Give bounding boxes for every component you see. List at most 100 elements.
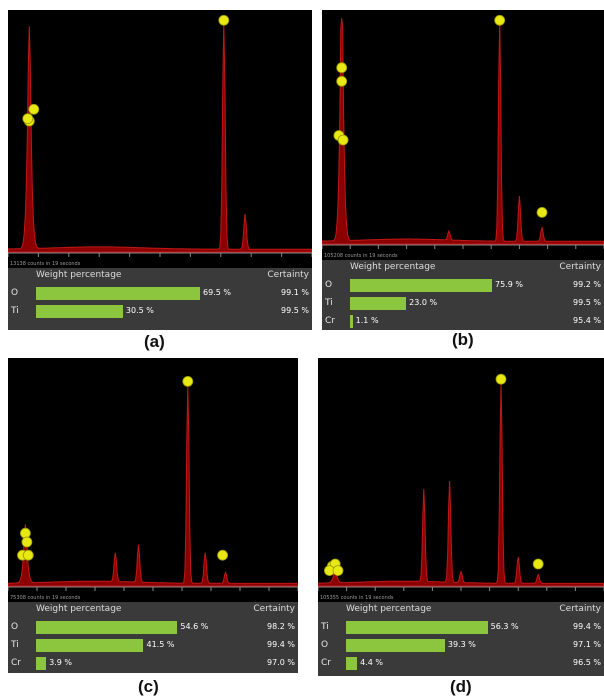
peak-label-marker bbox=[19, 527, 31, 539]
weight-value: 39.3 % bbox=[447, 640, 476, 649]
composition-table-b: Weight percentage Certainty O 75.9 % 99.2 % T… bbox=[322, 260, 604, 330]
peak-label-marker bbox=[336, 75, 348, 87]
weight-value: 30.5 % bbox=[125, 306, 154, 315]
weight-bar bbox=[346, 657, 358, 670]
certainty-value: 99.5 % bbox=[281, 306, 309, 315]
element-symbol: Ti bbox=[321, 622, 329, 632]
peak-label-marker bbox=[22, 113, 34, 124]
weight-percentage-header: Weight percentage bbox=[346, 604, 432, 614]
panel-a: 13138 counts in 19 seconds Weight percen… bbox=[8, 10, 312, 330]
table-header: Weight percentage Certainty bbox=[322, 260, 604, 277]
weight-value: 3.9 % bbox=[49, 658, 72, 667]
certainty-value: 96.5 % bbox=[573, 658, 601, 667]
weight-value: 69.5 % bbox=[203, 288, 231, 297]
spectrum-area bbox=[8, 22, 312, 253]
table-row: O 54.6 % 98.2 % bbox=[8, 619, 298, 636]
peak-label-marker bbox=[332, 565, 344, 577]
table-row: Cr 4.4 % 96.5 % bbox=[318, 655, 604, 672]
peak-label-marker bbox=[182, 375, 194, 387]
table-row: Cr 3.9 % 97.0 % bbox=[8, 655, 298, 672]
weight-bar bbox=[346, 621, 488, 634]
spectrum-area bbox=[322, 17, 604, 245]
element-symbol: Ti bbox=[325, 298, 333, 308]
element-symbol: Cr bbox=[321, 658, 331, 668]
peak-label-marker bbox=[337, 134, 349, 146]
certainty-header: Certainty bbox=[267, 270, 309, 280]
peak-label-marker bbox=[494, 14, 506, 26]
spectrum-svg-a: 13138 counts in 19 seconds bbox=[8, 14, 312, 267]
caption-c: (c) bbox=[138, 677, 159, 696]
spectrum-plot-c: 75308 counts in 19 seconds bbox=[8, 358, 298, 602]
peak-label-marker bbox=[22, 549, 34, 561]
peak-label-marker bbox=[218, 14, 230, 26]
certainty-value: 99.5 % bbox=[573, 298, 601, 307]
weight-percentage-header: Weight percentage bbox=[36, 270, 122, 280]
certainty-value: 95.4 % bbox=[573, 316, 601, 325]
weight-value: 1.1 % bbox=[355, 316, 379, 325]
weight-value: 41.5 % bbox=[146, 640, 175, 649]
count-note: 13138 counts in 19 seconds bbox=[10, 261, 81, 267]
spectrum-area bbox=[8, 385, 298, 587]
weight-bar bbox=[350, 315, 353, 328]
table-header: Weight percentage Certainty bbox=[318, 602, 604, 619]
element-symbol: Ti bbox=[11, 306, 19, 316]
composition-table-a: Weight percentage Certainty O 69.5 % 99.1 % T… bbox=[8, 268, 312, 330]
peak-label-marker bbox=[217, 549, 229, 561]
weight-bar bbox=[36, 657, 47, 670]
count-note: 75308 counts in 19 seconds bbox=[10, 595, 81, 601]
weight-bar bbox=[350, 297, 407, 310]
weight-bar bbox=[346, 639, 445, 652]
composition-table-d: Weight percentage Certainty Ti 56.3 % 99.4 %… bbox=[318, 602, 604, 676]
weight-value: 56.3 % bbox=[490, 622, 519, 631]
peak-label-marker bbox=[28, 103, 40, 115]
element-symbol: Ti bbox=[11, 640, 19, 650]
spectrum-plot-a: 13138 counts in 19 seconds bbox=[8, 10, 312, 268]
weight-value: 23.0 % bbox=[409, 298, 438, 307]
table-header: Weight percentage Certainty bbox=[8, 268, 312, 285]
certainty-header: Certainty bbox=[253, 604, 295, 614]
peak-label-marker bbox=[536, 206, 548, 218]
element-symbol: O bbox=[321, 640, 329, 650]
certainty-value: 99.4 % bbox=[573, 622, 601, 631]
panel-b: 105208 counts in 19 seconds Weight perce… bbox=[322, 10, 604, 330]
spectrum-svg-d: 105355 counts in 19 seconds bbox=[318, 373, 604, 601]
spectrum-svg-b: 105208 counts in 19 seconds bbox=[322, 14, 604, 259]
spectrum-plot-d: 105355 counts in 19 seconds bbox=[318, 358, 604, 602]
caption-a: (a) bbox=[144, 332, 165, 351]
table-row: Ti 41.5 % 99.4 % bbox=[8, 637, 298, 654]
weight-value: 4.4 % bbox=[360, 658, 383, 667]
certainty-value: 97.0 % bbox=[267, 658, 295, 667]
weight-bar bbox=[36, 305, 123, 318]
element-symbol: O bbox=[11, 622, 19, 632]
caption-d: (d) bbox=[450, 677, 472, 696]
table-row: O 69.5 % 99.1 % bbox=[8, 285, 312, 302]
caption-b: (b) bbox=[452, 330, 474, 349]
weight-percentage-header: Weight percentage bbox=[350, 262, 436, 272]
certainty-value: 99.1 % bbox=[281, 288, 309, 297]
table-row: Cr 1.1 % 95.4 % bbox=[322, 313, 604, 330]
certainty-value: 99.4 % bbox=[267, 640, 295, 649]
table-row: Ti 56.3 % 99.4 % bbox=[318, 619, 604, 636]
peak-label-marker bbox=[532, 558, 544, 570]
spectrum-plot-b: 105208 counts in 19 seconds bbox=[322, 10, 604, 260]
peak-label-marker bbox=[495, 373, 507, 385]
certainty-value: 97.1 % bbox=[573, 640, 601, 649]
table-header: Weight percentage Certainty bbox=[8, 602, 298, 619]
weight-bar bbox=[36, 287, 200, 300]
certainty-header: Certainty bbox=[559, 262, 601, 272]
spectrum-area bbox=[318, 382, 604, 587]
weight-bar bbox=[36, 639, 144, 652]
table-row: Ti 23.0 % 99.5 % bbox=[322, 295, 604, 312]
weight-bar bbox=[36, 621, 178, 634]
weight-value: 54.6 % bbox=[180, 622, 209, 631]
weight-bar bbox=[350, 279, 492, 292]
table-row: O 39.3 % 97.1 % bbox=[318, 637, 604, 654]
panel-c: 75308 counts in 19 seconds Weight percen… bbox=[8, 358, 298, 673]
weight-percentage-header: Weight percentage bbox=[36, 604, 122, 614]
table-row: O 75.9 % 99.2 % bbox=[322, 277, 604, 294]
certainty-value: 98.2 % bbox=[267, 622, 295, 631]
certainty-value: 99.2 % bbox=[573, 280, 601, 289]
spectrum-svg-c: 75308 counts in 19 seconds bbox=[8, 375, 298, 601]
certainty-header: Certainty bbox=[559, 604, 601, 614]
element-symbol: O bbox=[11, 288, 19, 298]
